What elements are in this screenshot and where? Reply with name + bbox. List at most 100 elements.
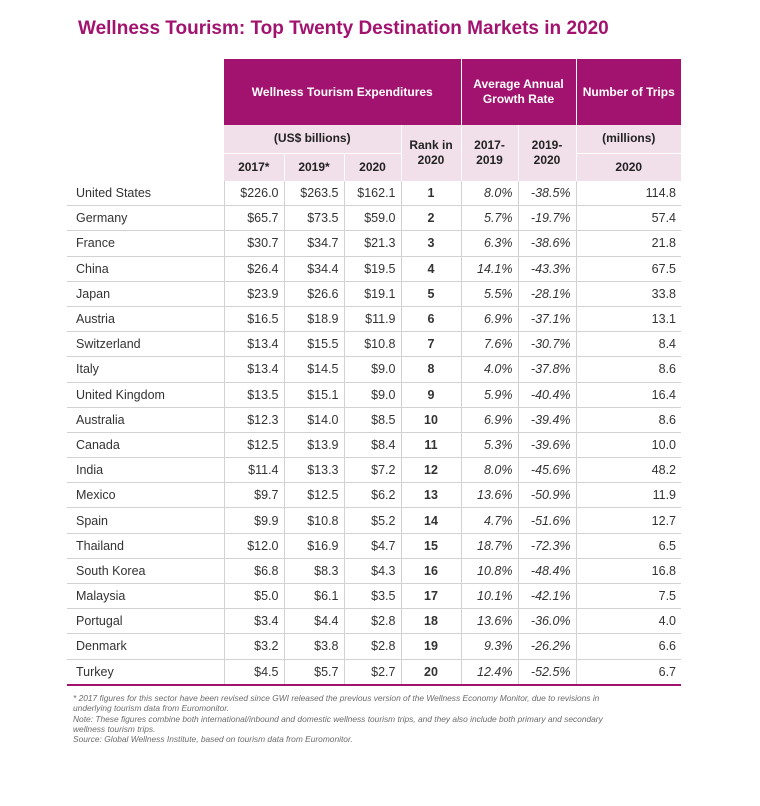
destination-markets-table: Wellness Tourism Expenditures Average An… (67, 59, 682, 686)
growth-2017-2019-cell: 5.3% (460, 431, 518, 458)
country-cell: Malaysia (67, 582, 224, 609)
rank-cell: 10 (400, 406, 461, 433)
country-cell: United Kingdom (67, 381, 224, 408)
expenditure-2020-cell: $3.5 (343, 582, 401, 609)
table-row: South Korea $6.8 $8.3 $4.3 16 10.8% -48.4% 16.8 (67, 557, 682, 584)
rank-cell: 12 (400, 457, 461, 483)
growth-2017-2019-cell: 8.0% (460, 181, 518, 206)
table-row: Japan $23.9 $26.6 $19.1 5 5.5% -28.1% 33.8 (67, 280, 682, 307)
trips-2020-cell: 12.7 (575, 507, 682, 534)
trips-2020-cell: 16.8 (575, 557, 682, 584)
table-row: Switzerland $13.4 $15.5 $10.8 7 7.6% -30.7% 8.4 (67, 331, 682, 357)
expenditure-2019-cell: $10.8 (283, 507, 344, 534)
expenditure-2017-cell: $12.3 (223, 406, 284, 433)
growth-2019-2020-cell: -38.5% (517, 181, 577, 206)
expenditure-2017-cell: $5.0 (223, 582, 284, 609)
expenditure-2020-cell: $7.2 (343, 457, 401, 483)
growth-2017-2019-cell: 5.5% (460, 280, 518, 307)
country-cell: Italy (67, 356, 224, 382)
growth-2017-2019-cell: 6.9% (460, 305, 518, 332)
growth-2019-2020-cell: -48.4% (517, 557, 577, 584)
year-2017-header: 2017* (224, 152, 284, 181)
growth-2019-2020-cell: -37.8% (517, 356, 577, 382)
growth-2019-2020-cell: -26.2% (517, 633, 577, 660)
table-row: Denmark $3.2 $3.8 $2.8 19 9.3% -26.2% 6.6 (67, 633, 682, 660)
expenditure-2019-cell: $6.1 (283, 582, 344, 609)
country-cell: Australia (67, 406, 224, 433)
expenditure-2020-cell: $5.2 (343, 507, 401, 534)
expenditure-2020-cell: $11.9 (343, 305, 401, 332)
growth-2019-2020-cell: -19.7% (517, 205, 577, 231)
expenditure-2019-cell: $18.9 (283, 305, 344, 332)
country-cell: Denmark (67, 633, 224, 660)
growth-2017-2019-cell: 4.0% (460, 356, 518, 382)
expenditure-2017-cell: $9.9 (223, 507, 284, 534)
expenditure-2019-cell: $13.9 (283, 431, 344, 458)
country-cell: Mexico (67, 482, 224, 508)
growth-2019-2020-cell: -37.1% (517, 305, 577, 332)
blank-header-cell (67, 125, 224, 153)
expenditure-2019-cell: $15.5 (283, 331, 344, 357)
trips-2020-cell: 8.6 (575, 356, 682, 382)
rank-cell: 18 (400, 608, 461, 634)
table-row: Mexico $9.7 $12.5 $6.2 13 13.6% -50.9% 11.9 (67, 482, 682, 508)
expenditure-2017-cell: $13.4 (223, 356, 284, 382)
growth-2019-2020-cell: -50.9% (517, 482, 577, 508)
expenditure-2020-cell: $6.2 (343, 482, 401, 508)
expenditure-2019-cell: $12.5 (283, 482, 344, 508)
expenditure-2020-cell: $8.5 (343, 406, 401, 433)
expenditure-2020-cell: $21.3 (343, 230, 401, 257)
growth-2019-2020-cell: -36.0% (517, 608, 577, 634)
table-row: China $26.4 $34.4 $19.5 4 14.1% -43.3% 67.5 (67, 255, 682, 282)
trips-2020-cell: 10.0 (575, 431, 682, 458)
growth-2019-2020-cell: -52.5% (517, 658, 577, 686)
growth-2019-2020-cell: -51.6% (517, 507, 577, 534)
expenditure-2017-cell: $26.4 (223, 255, 284, 282)
rank-cell: 11 (400, 431, 461, 458)
country-cell: Austria (67, 305, 224, 332)
table-row: Portugal $3.4 $4.4 $2.8 18 13.6% -36.0% 4.0 (67, 608, 682, 634)
footnote-note: Note: These figures combine both interna… (73, 713, 603, 734)
growth-2017-2019-cell: 18.7% (460, 532, 518, 559)
expenditure-2019-cell: $15.1 (283, 381, 344, 408)
trips-2020-cell: 6.5 (575, 532, 682, 559)
expenditure-2017-cell: $4.5 (223, 658, 284, 686)
expenditure-2019-cell: $14.0 (283, 406, 344, 433)
rank-cell: 8 (400, 356, 461, 382)
usd-billions-header: (US$ billions) (224, 125, 401, 153)
country-cell: Turkey (67, 658, 224, 686)
growth-2017-2019-header: 2017-2019 (460, 125, 518, 181)
table-row: Malaysia $5.0 $6.1 $3.5 17 10.1% -42.1% 7.5 (67, 582, 682, 609)
country-cell: United States (76, 186, 152, 201)
growth-2017-2019-cell: 5.9% (460, 381, 518, 408)
country-cell: Japan (67, 280, 224, 307)
expenditure-2017-cell: $3.2 (223, 633, 284, 660)
trips-2020-cell: 6.6 (575, 633, 682, 660)
page-title: Wellness Tourism: Top Twenty Destination… (78, 18, 609, 39)
rank-cell: 16 (400, 557, 461, 584)
rank-cell: 4 (400, 255, 461, 282)
expenditure-2019-cell: $34.4 (283, 255, 344, 282)
expenditure-2017-cell: $3.4 (223, 608, 284, 634)
footnote-source: Source: Global Wellness Institute, based… (73, 734, 353, 745)
trips-2020-cell: 4.0 (575, 608, 682, 634)
expenditure-2019-cell: $3.8 (283, 633, 344, 660)
trips-2020-cell: 67.5 (575, 255, 682, 282)
expenditure-2019-cell: $34.7 (283, 230, 344, 257)
trips-2020-cell: 8.6 (575, 406, 682, 433)
trips-2020-cell: 7.5 (575, 582, 682, 609)
expenditure-2019-cell: $26.6 (283, 280, 344, 307)
country-cell: India (67, 457, 224, 483)
rank-cell: 17 (400, 582, 461, 609)
trips-2020-cell: 48.2 (575, 457, 682, 483)
growth-2019-2020-cell: -39.6% (517, 431, 577, 458)
growth-2017-2019-cell: 7.6% (460, 331, 518, 357)
table-row: Thailand $12.0 $16.9 $4.7 15 18.7% -72.3% 6.5 (67, 532, 682, 559)
expenditure-2019-cell: $8.3 (283, 557, 344, 584)
growth-2017-2019-cell: 9.3% (460, 633, 518, 660)
country-cell: Switzerland (67, 331, 224, 357)
expenditure-2017-cell: $65.7 (223, 205, 284, 231)
growth-2019-2020-cell: -45.6% (517, 457, 577, 483)
year-2019-header: 2019* (283, 152, 344, 181)
rank-cell: 7 (400, 331, 461, 357)
